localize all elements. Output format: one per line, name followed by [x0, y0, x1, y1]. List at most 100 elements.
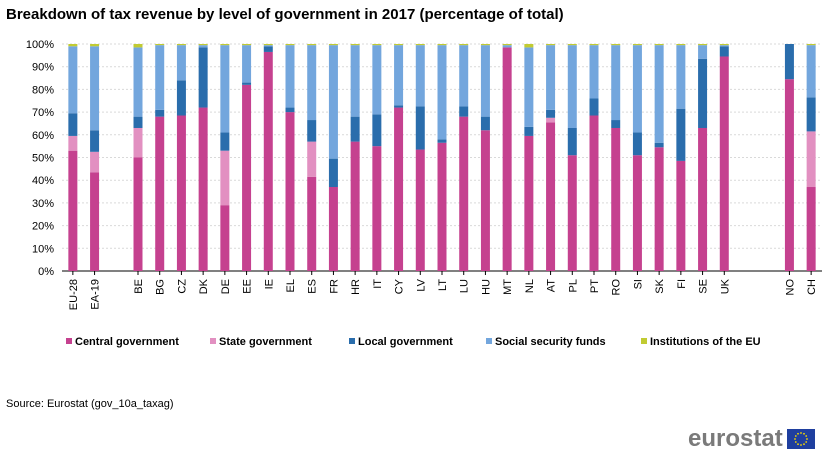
bar-segment [133, 47, 143, 117]
bar-segment [611, 127, 621, 272]
y-tick-label: 10% [32, 243, 54, 255]
bar-segment [307, 44, 317, 46]
bar-segment [198, 44, 208, 46]
bar-segment [155, 116, 165, 271]
bar-segment [480, 44, 490, 46]
logo-wordmark: eurostat [688, 425, 783, 452]
legend-swatch [210, 338, 216, 344]
bar-segment [198, 47, 208, 108]
bar-segment [220, 45, 230, 133]
bar-segment [459, 116, 469, 271]
bar-segment [328, 187, 338, 271]
legend-label: Institutions of the EU [650, 336, 761, 348]
bar-segment [589, 115, 599, 271]
bar-segment [698, 127, 708, 272]
bar-segment [263, 46, 273, 52]
bar-segment [394, 105, 404, 108]
bar-segment [415, 45, 425, 107]
bar-segment [394, 107, 404, 271]
x-tick-label: FR [328, 279, 340, 294]
bar-segment [198, 45, 208, 48]
bar-segment [263, 51, 273, 271]
bar-segment [567, 127, 577, 156]
y-tick-label: 50% [32, 153, 54, 165]
bar-segment [285, 107, 295, 113]
bar-segment [480, 45, 490, 117]
bar-segment [524, 126, 534, 136]
bar-segment [242, 44, 252, 46]
bar-segment [698, 58, 708, 128]
bar-segment [632, 155, 642, 271]
bar-segment [502, 45, 512, 48]
bar-segment [632, 44, 642, 46]
bar-segment [68, 113, 78, 136]
legend-swatch [349, 338, 355, 344]
bar-segment [589, 45, 599, 99]
x-tick-label: DE [220, 279, 232, 294]
bar-segment [654, 45, 664, 143]
legend-label: State government [219, 336, 312, 348]
bar-segment [133, 127, 143, 158]
bar-segment [546, 117, 556, 123]
bar-segment [285, 112, 295, 271]
bar-segment [502, 44, 512, 46]
bar-segment [155, 45, 165, 110]
x-tick-label: SI [632, 279, 644, 289]
bar-segment [350, 116, 360, 142]
x-tick-label: LU [459, 279, 471, 293]
bar-segment [459, 44, 469, 46]
bar-segment [90, 44, 100, 47]
bar-segment [437, 45, 447, 140]
bar-segment [632, 45, 642, 133]
bar-segment [90, 151, 100, 173]
bar-segment [654, 44, 664, 46]
y-tick-label: 30% [32, 198, 54, 210]
eurostat-logo: eurostat [688, 425, 815, 453]
bar-segment [133, 157, 143, 271]
bar-segment [415, 106, 425, 150]
legend-swatch [486, 338, 492, 344]
bar-segment [806, 97, 816, 132]
bar-segment [90, 130, 100, 152]
bar-segment [68, 135, 78, 151]
bar-segment [415, 44, 425, 46]
bar-segment [285, 44, 295, 46]
bar-segment [719, 56, 729, 271]
x-tick-label: MT [502, 279, 514, 295]
x-tick-label: IT [372, 279, 384, 289]
bar-segment [676, 108, 686, 161]
bar-segment [155, 44, 165, 46]
bar-segment [654, 147, 664, 271]
bar-segment [437, 139, 447, 143]
x-tick-label: FI [676, 279, 688, 289]
bar-segment [220, 132, 230, 151]
bar-segment [676, 44, 686, 46]
x-tick-label: BG [155, 279, 167, 295]
x-tick-label: BE [133, 279, 145, 294]
bar-segment [242, 84, 252, 271]
y-tick-label: 90% [32, 62, 54, 74]
bar-segment [350, 141, 360, 271]
bar-segment [328, 44, 338, 46]
bar-segment [242, 45, 252, 83]
bar-segment [176, 115, 186, 271]
bar-segment [90, 172, 100, 271]
bar-segment [611, 44, 621, 46]
bar-segment [372, 44, 382, 46]
bar-segment [328, 45, 338, 159]
bar-segment [155, 109, 165, 117]
bar-segment [307, 176, 317, 271]
x-tick-label: ES [307, 279, 319, 294]
bar-segment [698, 45, 708, 59]
bar-segment [480, 130, 490, 271]
bar-segment [394, 44, 404, 46]
bar-segment [567, 155, 577, 271]
bar-segment [806, 131, 816, 188]
bar-segment [68, 46, 78, 114]
x-tick-label: PL [567, 279, 579, 292]
legend-label: Social security funds [495, 336, 606, 348]
bar-segment [307, 120, 317, 142]
bar-segment [220, 205, 230, 271]
y-tick-label: 80% [32, 84, 54, 96]
